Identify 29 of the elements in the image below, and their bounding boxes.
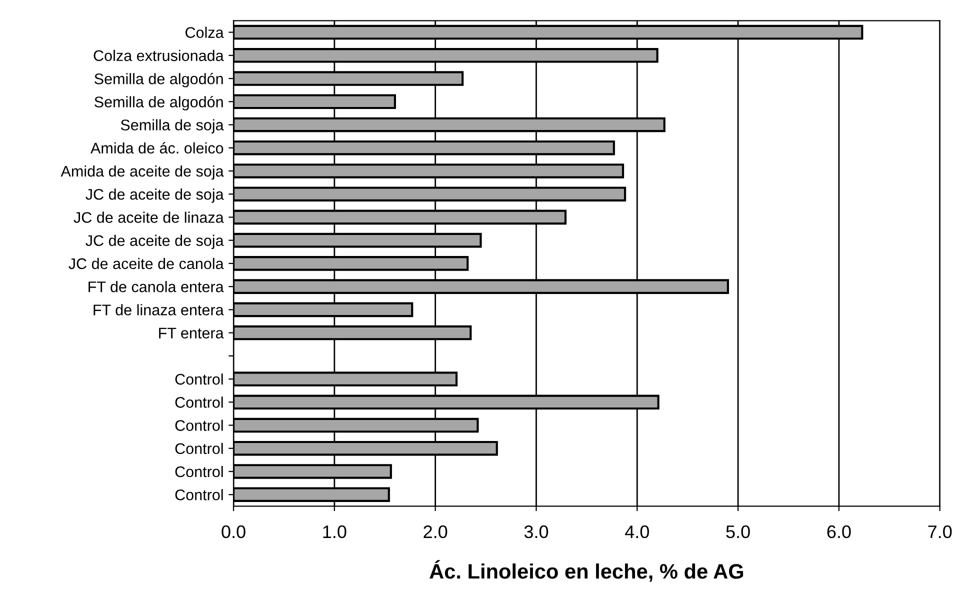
y-tick-label: Control xyxy=(175,420,223,431)
y-tick-label: Control xyxy=(175,442,223,454)
y-tick-label: Control xyxy=(175,396,223,408)
y-tick-label: Semilla de algodón xyxy=(94,72,223,88)
x-tick-label: 1.0 xyxy=(323,525,346,538)
y-tick-label: Amida de ác. oleico xyxy=(90,142,224,154)
y-tick-label: Control xyxy=(175,373,223,385)
y-tick-label: JC de aceite de canola xyxy=(68,258,224,270)
y-tick-label: Semilla de soja xyxy=(120,119,224,134)
x-tick-label: 2.0 xyxy=(424,525,448,538)
y-tick-label: Amida de aceite de soja xyxy=(60,165,224,180)
x-tick-label: 4.0 xyxy=(625,525,649,538)
y-tick-label: FT de canola entera xyxy=(88,281,224,292)
x-tick-label: 7.0 xyxy=(928,525,952,538)
y-tick-label: FT de linaza entera xyxy=(94,304,224,316)
y-tick-label: JC de aceite de soja xyxy=(86,234,224,250)
y-tick-label: Colza extrusionada xyxy=(94,50,224,62)
x-tick-label: 0.0 xyxy=(222,525,246,538)
y-tick-label: Control xyxy=(175,466,223,478)
x-tick-label: 6.0 xyxy=(827,525,851,538)
x-tick-label: 3.0 xyxy=(524,525,548,538)
y-tick-label: FT entera xyxy=(159,328,224,338)
y-tick-label: Control xyxy=(175,489,223,500)
x-axis-title: Ác. Linoleico en leche, % de AG xyxy=(430,560,744,582)
x-tick-label: 5.0 xyxy=(726,525,750,538)
y-tick-label: Semilla de algodón xyxy=(94,96,223,110)
y-tick-label: JC de aceite de linaza xyxy=(74,212,224,223)
y-tick-label: Colza xyxy=(186,26,224,38)
y-tick-label: JC de aceite de soja xyxy=(86,188,224,203)
